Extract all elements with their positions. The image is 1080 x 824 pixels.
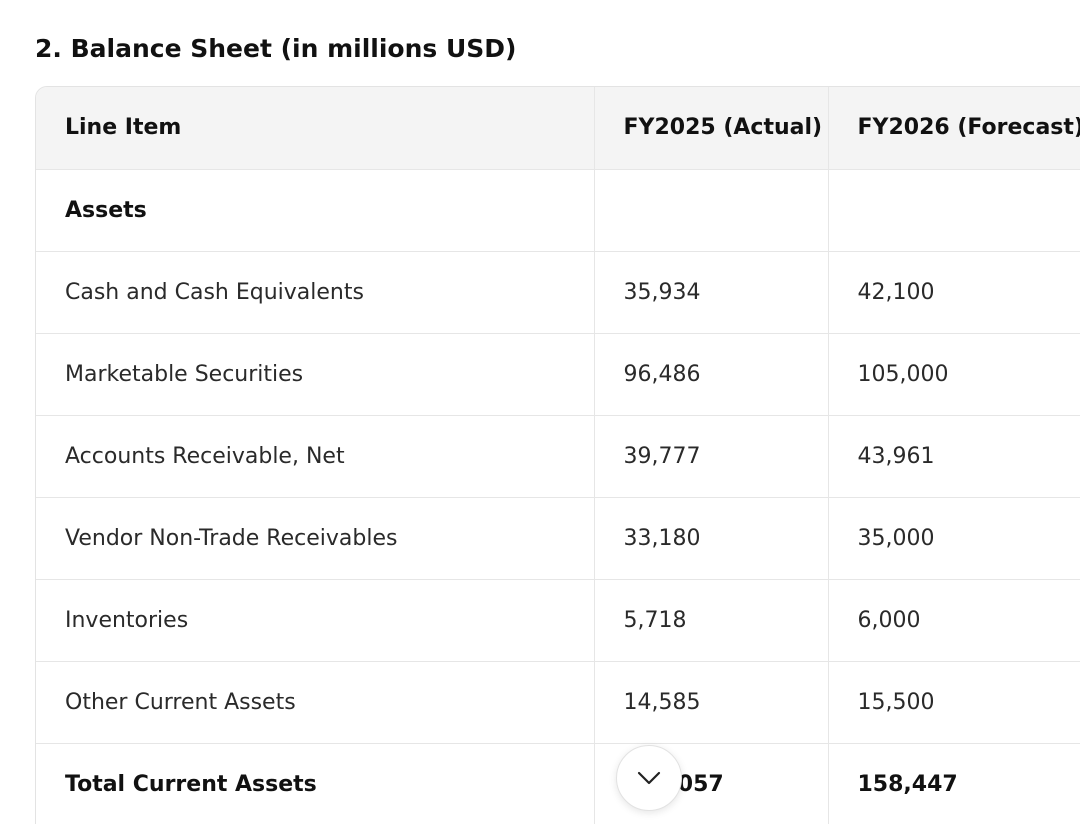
cell-fy2026 [828,169,1080,252]
column-header-fy2025: FY2025 (Actual) [594,87,829,170]
row-label: Other Current Assets [36,661,595,744]
cell-fy2025: 96,486 [594,333,829,416]
table-header-row: Line Item FY2025 (Actual) FY2026 (Foreca… [36,87,1080,170]
cell-fy2025: 33,180 [594,497,829,580]
table-row-section-assets: Assets [36,169,1080,252]
table-row-total: Total Current Assets 157,057 158,447 [36,743,1080,824]
row-label: Inventories [36,579,595,662]
chevron-down-icon [637,771,661,785]
row-label: Marketable Securities [36,333,595,416]
cell-fy2026: 105,000 [828,333,1080,416]
cell-fy2026: 6,000 [828,579,1080,662]
balance-sheet-table-container: Line Item FY2025 (Actual) FY2026 (Foreca… [35,86,1080,824]
row-label: Cash and Cash Equivalents [36,251,595,334]
table-row: Accounts Receivable, Net 39,777 43,961 [36,415,1080,498]
cell-fy2026: 43,961 [828,415,1080,498]
cell-fy2025 [594,169,829,252]
row-label: Vendor Non-Trade Receivables [36,497,595,580]
column-header-fy2026: FY2026 (Forecast) [828,87,1080,170]
row-label: Assets [36,169,595,252]
cell-fy2026: 42,100 [828,251,1080,334]
cell-fy2025: 39,777 [594,415,829,498]
section-heading: 2. Balance Sheet (in millions USD) [35,34,517,63]
cell-fy2025: 5,718 [594,579,829,662]
cell-fy2026: 158,447 [828,743,1080,824]
column-header-line-item: Line Item [36,87,595,170]
table-row: Marketable Securities 96,486 105,000 [36,333,1080,416]
table-row: Cash and Cash Equivalents 35,934 42,100 [36,251,1080,334]
balance-sheet-table: Line Item FY2025 (Actual) FY2026 (Foreca… [36,87,1080,824]
table-row: Other Current Assets 14,585 15,500 [36,661,1080,744]
cell-fy2026: 15,500 [828,661,1080,744]
row-label: Total Current Assets [36,743,595,824]
cell-fy2025: 14,585 [594,661,829,744]
cell-fy2025: 35,934 [594,251,829,334]
row-label: Accounts Receivable, Net [36,415,595,498]
scroll-to-bottom-button[interactable] [616,745,682,811]
table-row: Vendor Non-Trade Receivables 33,180 35,0… [36,497,1080,580]
cell-fy2026: 35,000 [828,497,1080,580]
table-row: Inventories 5,718 6,000 [36,579,1080,662]
